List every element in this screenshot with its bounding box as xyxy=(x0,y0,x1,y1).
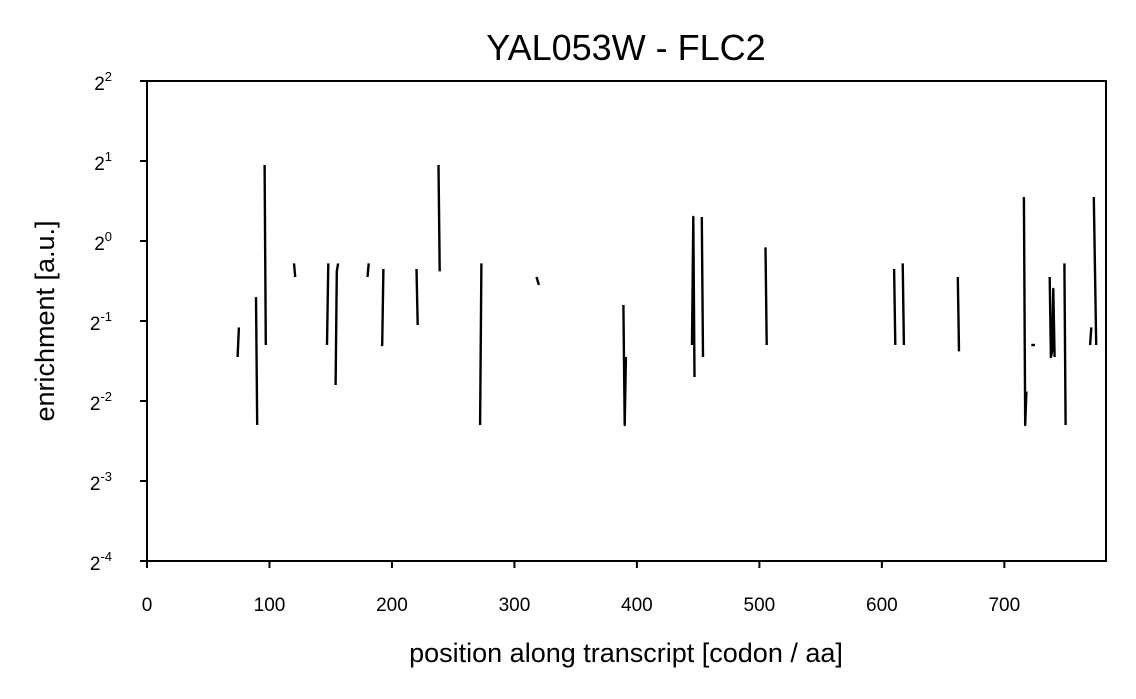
series-line-segment xyxy=(263,164,267,346)
series-line-segment xyxy=(535,276,541,286)
y-tick-exponent: -4 xyxy=(100,549,112,564)
y-tick-label: 2-4 xyxy=(90,549,112,575)
series-line-segment xyxy=(956,276,961,352)
y-tick-base: 2 xyxy=(90,474,101,495)
series-line-segment xyxy=(892,268,897,346)
y-tick-exponent: 2 xyxy=(105,69,112,84)
series-line-segment xyxy=(901,263,906,346)
y-axis-label: enrichment [a.u.] xyxy=(30,220,60,421)
y-tick-exponent: -2 xyxy=(100,389,112,404)
y-tick-label: 21 xyxy=(94,149,112,175)
x-axis-label: position along transcript [codon / aa] xyxy=(409,638,843,668)
chart-title: YAL053W - FLC2 xyxy=(486,27,765,68)
series-line-segment xyxy=(764,247,768,346)
y-tick-base: 2 xyxy=(90,554,101,575)
x-tick-label: 700 xyxy=(988,595,1020,616)
x-tick-label: 0 xyxy=(142,595,153,616)
series-line-segment xyxy=(1048,276,1056,359)
y-tick-label: 2-3 xyxy=(90,469,112,495)
series-line-segment xyxy=(415,268,419,326)
series-line-segment xyxy=(690,215,696,378)
series-line-segment xyxy=(1092,196,1098,346)
y-tick-base: 2 xyxy=(90,394,101,415)
y-tick-base: 2 xyxy=(94,154,105,175)
x-tick-label: 200 xyxy=(376,595,408,616)
series-line-segment xyxy=(437,164,441,272)
y-tick-exponent: -1 xyxy=(100,309,112,324)
x-axis-ticks: 0 100 200 300 400 500 600 700 xyxy=(142,561,1020,616)
y-tick-label: 2-2 xyxy=(90,389,112,415)
series-line-segment xyxy=(380,268,385,347)
plot-frame xyxy=(146,80,1107,562)
y-tick-base: 2 xyxy=(94,234,105,255)
series-line-segment xyxy=(325,263,330,346)
y-tick-label: 2-1 xyxy=(90,309,112,335)
series-line-segment xyxy=(700,216,705,358)
y-tick-base: 2 xyxy=(90,314,101,335)
x-tick-label: 600 xyxy=(866,595,898,616)
series-group xyxy=(236,164,1098,427)
y-tick-exponent: 0 xyxy=(105,229,112,244)
y-tick-label: 20 xyxy=(94,229,112,255)
x-tick-label: 100 xyxy=(254,595,286,616)
series-line-segment xyxy=(254,296,259,426)
x-tick-label: 400 xyxy=(621,595,653,616)
series-line-segment xyxy=(366,263,370,278)
series-line-segment xyxy=(334,263,340,386)
y-tick-base: 2 xyxy=(94,74,105,95)
y-tick-exponent: 1 xyxy=(105,149,112,164)
series-line-segment xyxy=(236,327,241,358)
series-line-segment xyxy=(622,304,628,427)
series-line-segment xyxy=(478,263,483,426)
series-line-segment xyxy=(292,263,297,278)
series-line-segment xyxy=(1063,263,1067,426)
x-tick-label: 500 xyxy=(744,595,776,616)
series-line-segment xyxy=(1088,327,1093,346)
x-tick-label: 300 xyxy=(499,595,531,616)
series-line-segment xyxy=(1022,196,1028,427)
y-tick-label: 22 xyxy=(94,69,112,95)
y-tick-exponent: -3 xyxy=(100,469,112,484)
